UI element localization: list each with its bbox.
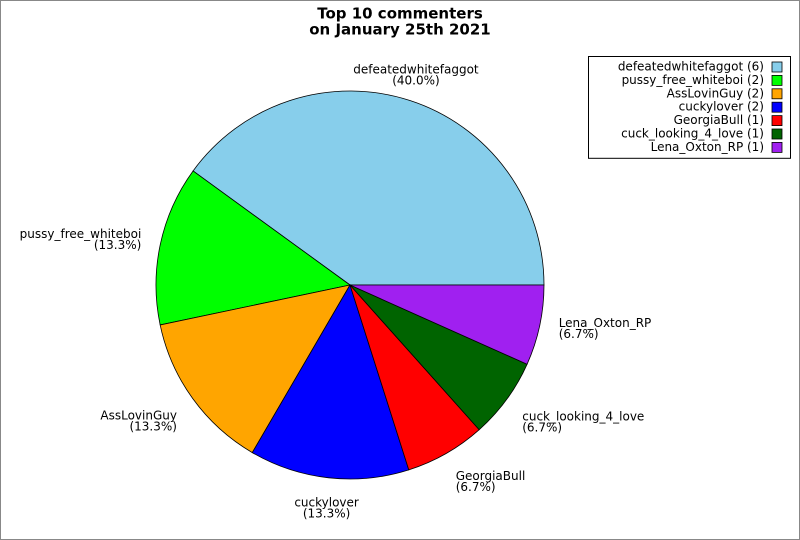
legend-box: [588, 56, 791, 159]
slice-label: defeatedwhitefaggot: [353, 63, 479, 77]
legend-swatch: [771, 141, 783, 153]
legend-label: GeorgiaBull (1): [674, 113, 764, 127]
legend-swatch: [771, 75, 783, 86]
slice-label: cuck_looking_4_love: [522, 409, 644, 423]
slice-label: pussy_free_whiteboi: [20, 227, 142, 241]
slice-value-label: (13.3%): [94, 238, 141, 252]
chart-title: on January 25th 2021: [309, 21, 490, 39]
slice-value-label: (6.7%): [559, 327, 599, 341]
legend-label: cuckylover (2): [679, 100, 764, 114]
slice-value-label: (40.0%): [392, 74, 439, 88]
pie-slice: [251, 284, 410, 480]
slice-value-label: (6.7%): [522, 420, 562, 434]
slice-label: cuckylover: [294, 496, 359, 510]
chart-title: Top 10 commenters: [317, 5, 483, 23]
pie-slice: [192, 90, 545, 286]
legend-swatch: [771, 128, 783, 140]
legend-swatch: [771, 101, 783, 113]
legend-swatch: [771, 115, 783, 126]
slice-label: AssLovinGuy: [100, 408, 177, 422]
legend-swatch: [771, 61, 783, 73]
pie-slice: [155, 170, 351, 326]
legend-swatch: [771, 88, 783, 100]
slice-value-label: (13.3%): [129, 419, 176, 433]
slice-label: Lena_Oxton_RP: [559, 316, 652, 330]
pie-slice: [349, 284, 545, 365]
slice-label: GeorgiaBull: [456, 469, 526, 483]
legend-label: pussy_free_whiteboi (2): [622, 73, 764, 87]
legend-label: Lena_Oxton_RP (1): [651, 140, 764, 154]
legend-label: defeatedwhitefaggot (6): [618, 60, 764, 74]
slice-value-label: (13.3%): [303, 507, 350, 521]
pie-slice: [159, 284, 351, 454]
legend-label: AssLovinGuy (2): [667, 86, 764, 100]
slice-value-label: (6.7%): [456, 480, 496, 494]
legend-label: cuck_looking_4_love (1): [621, 127, 764, 141]
